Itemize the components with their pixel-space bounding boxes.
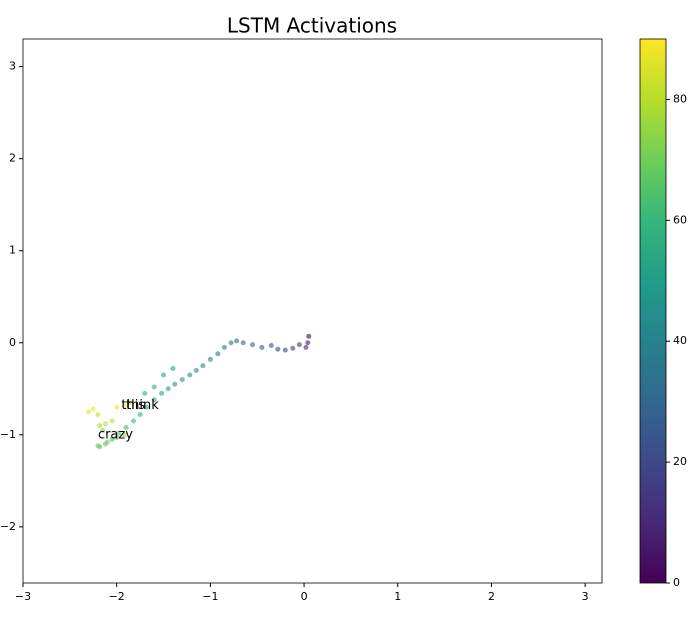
point xyxy=(123,424,129,430)
point xyxy=(100,427,106,433)
y-tick-label: 1 xyxy=(9,244,16,257)
y-tick-label: −2 xyxy=(0,520,16,533)
colorbar-tick-label: 0 xyxy=(673,576,680,589)
point xyxy=(259,344,265,350)
point xyxy=(290,345,296,351)
colorbar-tick-label: 60 xyxy=(673,213,687,226)
point xyxy=(306,333,312,339)
x-tick-label: −1 xyxy=(202,590,218,603)
point xyxy=(240,340,246,346)
y-tick-label: −1 xyxy=(0,428,16,441)
x-tick-label: 2 xyxy=(488,590,495,603)
y-tick-label: 0 xyxy=(9,336,16,349)
point xyxy=(234,338,240,344)
point xyxy=(114,404,120,410)
point xyxy=(90,406,96,412)
plot-frame xyxy=(22,38,603,584)
point xyxy=(172,381,178,387)
point xyxy=(116,430,122,436)
point xyxy=(228,340,234,346)
point xyxy=(200,363,206,369)
x-tick-label: −3 xyxy=(15,590,31,603)
point xyxy=(109,418,115,424)
colorbar-tick-label: 40 xyxy=(673,334,687,347)
point xyxy=(305,340,311,346)
point xyxy=(187,372,193,378)
point xyxy=(128,400,134,406)
point xyxy=(179,377,185,383)
annotation: think xyxy=(126,398,159,413)
point xyxy=(109,436,115,442)
point xyxy=(114,435,120,441)
point xyxy=(250,342,256,348)
point xyxy=(121,432,127,438)
point xyxy=(221,344,227,350)
point xyxy=(95,443,101,449)
chart-title: LSTM Activations xyxy=(227,14,397,38)
colorbar xyxy=(639,38,667,584)
point xyxy=(95,412,101,418)
point xyxy=(296,342,302,348)
point xyxy=(268,343,274,349)
point xyxy=(142,390,148,396)
point xyxy=(151,384,157,390)
annotation: crazy xyxy=(98,427,133,442)
x-tick-label: 1 xyxy=(394,590,401,603)
y-tick-label: 2 xyxy=(9,152,16,165)
point xyxy=(193,367,199,373)
x-tick-label: −2 xyxy=(109,590,125,603)
point xyxy=(137,412,143,418)
point xyxy=(159,390,165,396)
point xyxy=(102,421,108,427)
y-tick-label: 3 xyxy=(9,60,16,73)
x-tick-label: 3 xyxy=(582,590,589,603)
x-tick-label: 0 xyxy=(301,590,308,603)
point xyxy=(165,386,171,392)
point xyxy=(161,372,167,378)
point xyxy=(215,351,221,357)
point xyxy=(282,347,288,353)
point xyxy=(121,402,127,408)
point xyxy=(86,409,92,415)
point xyxy=(144,404,150,410)
colorbar-tick-label: 80 xyxy=(673,92,687,105)
point xyxy=(275,346,281,352)
point xyxy=(151,397,157,403)
point xyxy=(104,439,110,445)
point xyxy=(170,366,176,372)
point xyxy=(207,356,213,362)
colorbar-tick-label: 20 xyxy=(673,455,687,468)
point xyxy=(131,418,137,424)
annotation: this xyxy=(121,398,145,413)
point xyxy=(97,423,103,429)
point xyxy=(303,344,309,350)
